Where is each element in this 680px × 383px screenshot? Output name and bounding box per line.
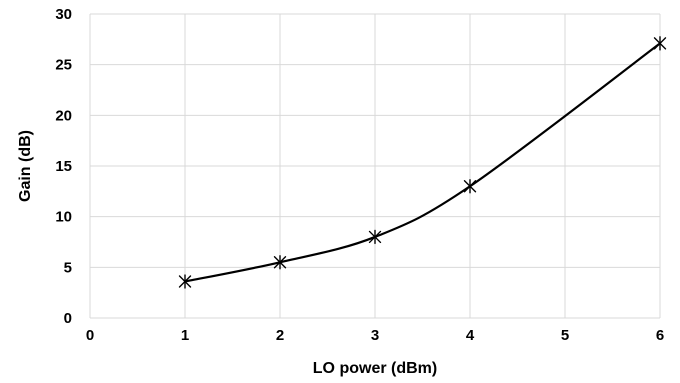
series-line <box>184 42 661 283</box>
data-point-marker <box>178 274 192 289</box>
gridlines <box>90 13 661 318</box>
x-tick-label: 5 <box>561 327 569 344</box>
y-tick-label: 10 <box>55 209 72 226</box>
x-tick-label: 3 <box>371 327 379 344</box>
tick-labels: 0 1 2 3 4 5 6 0 5 10 15 20 25 30 <box>55 6 664 344</box>
x-tick-label: 2 <box>276 327 284 344</box>
y-tick-label: 0 <box>64 310 72 327</box>
axes <box>89 14 660 319</box>
y-tick-label: 5 <box>64 259 72 276</box>
x-tick-label: 0 <box>86 327 94 344</box>
y-tick-label: 25 <box>55 57 72 74</box>
data-point-marker <box>273 255 287 270</box>
y-tick-label: 30 <box>55 6 72 23</box>
data-point-marker <box>368 229 382 245</box>
data-point-marker <box>653 36 667 51</box>
x-tick-label: 4 <box>466 327 475 344</box>
data-point-marker <box>463 179 477 194</box>
x-tick-label: 6 <box>656 327 664 344</box>
x-tick-label: 1 <box>181 327 189 344</box>
y-tick-label: 20 <box>55 107 72 124</box>
y-tick-label: 15 <box>55 158 72 175</box>
y-axis-title: Gain (dB) <box>17 130 34 202</box>
data-series <box>178 36 667 289</box>
x-axis-title: LO power (dBm) <box>313 360 437 377</box>
